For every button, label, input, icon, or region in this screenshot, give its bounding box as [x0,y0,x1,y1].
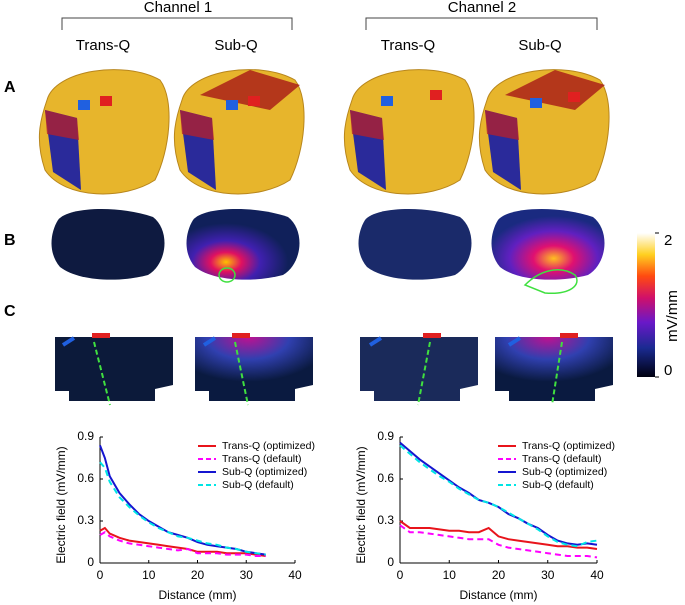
x-tick-label: 0 [397,568,404,582]
row-label: B [4,232,16,249]
series-line [399,441,598,546]
channel-label: Channel 1 [144,0,212,16]
y-tick-label: 0 [387,555,394,569]
x-tick-label: 30 [240,568,254,582]
x-tick-label: 0 [97,568,104,582]
legend-label: Sub-Q (default) [522,479,594,491]
y-tick-label: 0.9 [377,429,394,443]
legend-label: Sub-Q (optimized) [222,466,307,478]
legend-label: Sub-Q (default) [222,479,294,491]
colorbar-tick-label: 2 [664,232,672,249]
x-tick-label: 10 [142,568,156,582]
x-tick-label: 40 [590,568,604,582]
column-label: Trans-Q [381,37,435,54]
row-label: C [4,303,16,320]
y-tick-label: 0.6 [77,471,94,485]
legend-label: Sub-Q (optimized) [522,466,607,478]
series-line [399,520,598,550]
colorbar-label: mV/mm [664,290,681,342]
series-line [99,526,266,557]
y-tick-label: 0.9 [77,429,94,443]
images [38,17,613,406]
legend-label: Trans-Q (optimized) [222,440,315,452]
legend-label: Trans-Q (default) [522,453,602,465]
series-line [399,444,598,548]
legend-label: Trans-Q (optimized) [522,440,615,452]
colorbar-tick-label: 0 [664,362,672,379]
x-axis-title: Distance (mm) [459,588,537,602]
series-line [399,524,598,559]
x-tick-label: 20 [191,568,205,582]
column-label: Sub-Q [518,37,561,54]
legend-label: Trans-Q (default) [222,453,302,465]
row-label: A [4,79,16,96]
column-label: Sub-Q [214,37,257,54]
y-tick-label: 0.3 [77,513,94,527]
x-tick-label: 10 [443,568,457,582]
y-tick-label: 0.6 [377,471,394,485]
y-tick-label: 0.3 [377,513,394,527]
x-tick-label: 30 [541,568,555,582]
x-axis-title: Distance (mm) [158,588,236,602]
y-tick-label: 0 [87,555,94,569]
x-tick-label: 20 [492,568,506,582]
column-label: Trans-Q [76,37,130,54]
y-axis-title: Electric field (mV/mm) [54,446,68,563]
x-tick-label: 40 [288,568,302,582]
colorbar [637,233,655,377]
y-axis-title: Electric field (mV/mm) [354,446,368,563]
channel-label: Channel 2 [448,0,516,16]
series-line [99,461,266,556]
series-line [99,530,266,557]
